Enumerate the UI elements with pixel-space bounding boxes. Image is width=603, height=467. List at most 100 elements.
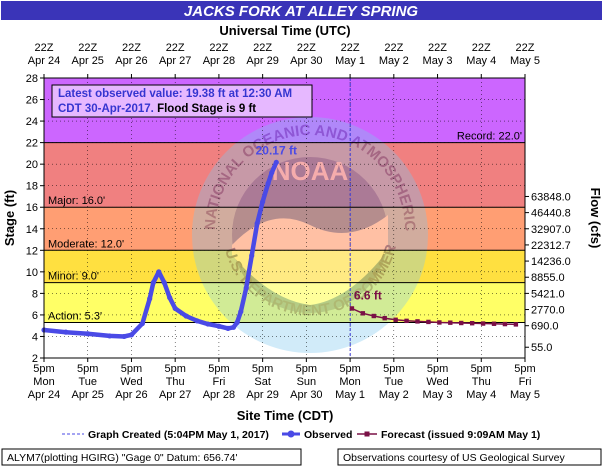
utc-tick-hour: 22Z bbox=[472, 42, 491, 54]
legend: Graph Created (5:04PM May 1, 2017) Obser… bbox=[62, 429, 540, 441]
flow-tick-label: 14236.0 bbox=[531, 256, 571, 268]
footer-credit: Observations courtesy of US Geological S… bbox=[343, 452, 566, 464]
bottom-axis-label: Site Time (CDT) bbox=[237, 408, 334, 423]
utc-tick-date: May 4 bbox=[466, 55, 496, 67]
observed-point bbox=[216, 323, 222, 329]
band-normal bbox=[44, 322, 525, 358]
utc-tick-date: Apr 29 bbox=[246, 55, 278, 67]
observed-point bbox=[194, 318, 200, 324]
time-tick-label: 5pm bbox=[427, 363, 448, 375]
footer-left-box bbox=[1, 448, 302, 466]
flow-axis-ticks: 55.0 690.0 2770.0 5421.0 8855.0 14236.0 22312.… bbox=[525, 191, 571, 354]
flood-stage-note: Flood Stage is 9 ft bbox=[154, 103, 256, 115]
observed-point bbox=[161, 280, 167, 286]
chart-title: JACKS FORK AT ALLEY SPRING bbox=[184, 3, 419, 20]
time-tick-label: May 2 bbox=[379, 389, 409, 401]
observed-point bbox=[243, 285, 249, 291]
forecast-point bbox=[404, 318, 409, 324]
forecast-line bbox=[351, 307, 516, 326]
stage-tick-label: 16 bbox=[26, 202, 38, 214]
data-series: 20.17 ft 6.6 ft bbox=[41, 143, 519, 340]
threshold-label: Record: 22.0' bbox=[457, 131, 522, 143]
stage-tick-label: 18 bbox=[26, 181, 38, 193]
time-tick-label: 5pm bbox=[121, 363, 142, 375]
forecast-point bbox=[469, 321, 475, 326]
observed-data-label: 20.17 ft bbox=[256, 143, 297, 157]
threshold-label: Major: 16.0' bbox=[48, 195, 105, 207]
observed-point bbox=[269, 170, 275, 176]
utc-tick-date: Apr 30 bbox=[290, 55, 322, 67]
legend-forecast-marker bbox=[364, 431, 370, 437]
time-tick-label: 5pm bbox=[296, 363, 317, 375]
observed-point bbox=[254, 220, 260, 226]
utc-tick-date: May 1 bbox=[335, 55, 365, 67]
utc-tick-date: Apr 26 bbox=[115, 55, 147, 67]
forecast-point bbox=[360, 311, 366, 316]
stage-tick-label: 12 bbox=[26, 245, 38, 257]
time-tick-label: Apr 26 bbox=[115, 389, 147, 401]
flow-tick-label: 690.0 bbox=[531, 321, 559, 333]
observed-point bbox=[172, 305, 178, 312]
observed-line bbox=[41, 160, 279, 339]
legend-observed-marker bbox=[287, 430, 295, 438]
forecast-point bbox=[480, 321, 486, 326]
forecast-point bbox=[393, 317, 398, 322]
observed-point bbox=[234, 319, 240, 326]
time-tick-label: Wed bbox=[120, 376, 142, 388]
time-tick-label: Apr 27 bbox=[159, 389, 191, 401]
time-tick-label: 5pm bbox=[33, 363, 54, 375]
time-tick-label: Fri bbox=[519, 376, 532, 388]
time-tick-label: Apr 30 bbox=[290, 389, 322, 401]
time-tick-label: Apr 29 bbox=[246, 389, 278, 401]
stage-tick-label: 22 bbox=[26, 138, 38, 150]
time-tick-label: May 3 bbox=[423, 389, 453, 401]
time-tick-label: May 4 bbox=[466, 389, 496, 401]
band-minor bbox=[44, 250, 525, 283]
time-tick-label: Wed bbox=[426, 376, 448, 388]
forecast-point bbox=[426, 319, 431, 325]
time-tick-label: Tue bbox=[385, 376, 404, 388]
top-axis-label: Universal Time (UTC) bbox=[219, 23, 350, 38]
time-tick-label: Fri bbox=[212, 376, 225, 388]
forecast-point bbox=[415, 319, 420, 324]
forecast-point bbox=[502, 321, 508, 327]
time-tick-label: Apr 24 bbox=[28, 389, 60, 401]
legend-forecast: Forecast (issued 9:09AM May 1) bbox=[381, 429, 540, 441]
observed-point bbox=[106, 333, 113, 339]
latest-value-line1: Latest observed value: 19.38 ft at 12:30… bbox=[58, 88, 292, 100]
stage-tick-label: 10 bbox=[26, 267, 38, 279]
forecast-point bbox=[371, 313, 376, 319]
observed-point bbox=[121, 333, 127, 340]
utc-tick-hour: 22Z bbox=[78, 42, 97, 54]
flow-tick-label: 32907.0 bbox=[531, 224, 571, 236]
footer-datum: ALYM7(plotting HGIRG) "Gage 0" Datum: 65… bbox=[7, 452, 237, 464]
utc-tick-hour: 22Z bbox=[35, 42, 54, 54]
svg-text:CDT 30-Apr-2017. Flood Stage i: CDT 30-Apr-2017. Flood Stage is 9 ft bbox=[58, 103, 256, 115]
seal-icon bbox=[192, 117, 428, 353]
time-tick-label: Thu bbox=[472, 376, 491, 388]
forecast-point bbox=[349, 306, 355, 311]
forecast-point bbox=[513, 322, 519, 327]
time-tick-label: Sat bbox=[254, 376, 271, 388]
observed-point bbox=[63, 329, 69, 335]
band-major bbox=[44, 142, 525, 208]
flow-axis-label: Flow (cfs) bbox=[588, 188, 603, 249]
time-tick-label: 5pm bbox=[252, 363, 273, 375]
time-tick-label: Apr 25 bbox=[72, 389, 104, 401]
utc-tick-hour: 22Z bbox=[516, 42, 535, 54]
stage-tick-label: 24 bbox=[26, 116, 38, 128]
utc-tick-date: Apr 27 bbox=[159, 55, 191, 67]
observed-point bbox=[249, 253, 255, 259]
utc-tick-hour: 22Z bbox=[297, 42, 316, 54]
flow-tick-label: 55.0 bbox=[531, 342, 552, 354]
flow-tick-label: 5421.0 bbox=[531, 288, 565, 300]
utc-tick-hour: 22Z bbox=[428, 42, 447, 54]
observed-point bbox=[150, 280, 156, 286]
stage-tick-label: 26 bbox=[26, 95, 38, 107]
threshold-label: Moderate: 12.0' bbox=[48, 238, 124, 250]
forecast-point bbox=[459, 320, 464, 326]
observed-point bbox=[156, 269, 162, 275]
